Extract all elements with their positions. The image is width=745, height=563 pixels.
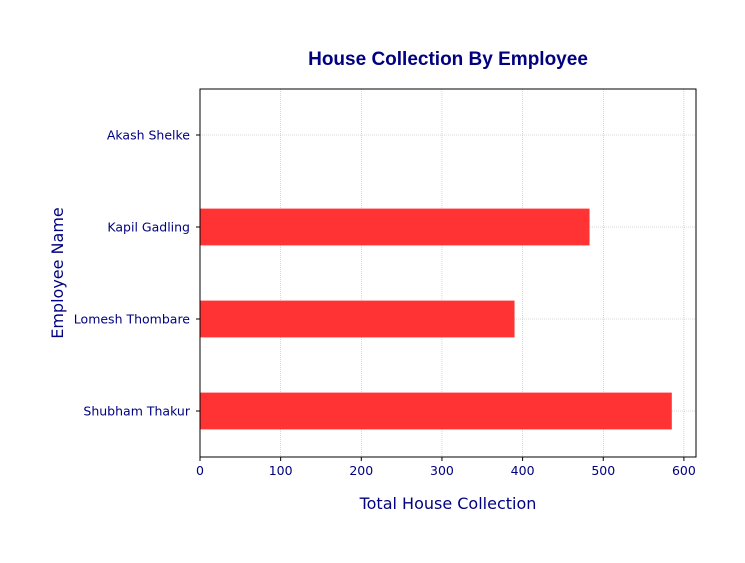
bar — [200, 300, 515, 338]
y-tick-label: Shubham Thakur — [83, 404, 190, 419]
x-tick-label: 100 — [269, 463, 293, 478]
x-tick-label: 600 — [672, 463, 696, 478]
bar — [200, 392, 672, 430]
x-tick-label: 0 — [196, 463, 204, 478]
x-axis-label: Total House Collection — [359, 494, 537, 513]
bar — [200, 208, 590, 246]
x-tick-label: 500 — [591, 463, 615, 478]
y-axis-ticks: Shubham Thakur Lomesh Thombare Kapil Gadli… — [74, 128, 200, 419]
x-axis-ticks: 0 100 200 300 400 500 600 — [196, 457, 696, 478]
y-axis-label: Employee Name — [48, 207, 67, 339]
x-tick-label: 300 — [430, 463, 454, 478]
y-tick-label: Lomesh Thombare — [74, 312, 191, 327]
y-tick-label: Akash Shelke — [107, 128, 190, 143]
plot-frame — [199, 88, 697, 458]
x-tick-label: 200 — [349, 463, 373, 478]
x-tick-label: 400 — [511, 463, 535, 478]
chart-title: House Collection By Employee — [308, 49, 588, 70]
bars — [200, 208, 672, 430]
y-tick-label: Kapil Gadling — [107, 220, 190, 235]
